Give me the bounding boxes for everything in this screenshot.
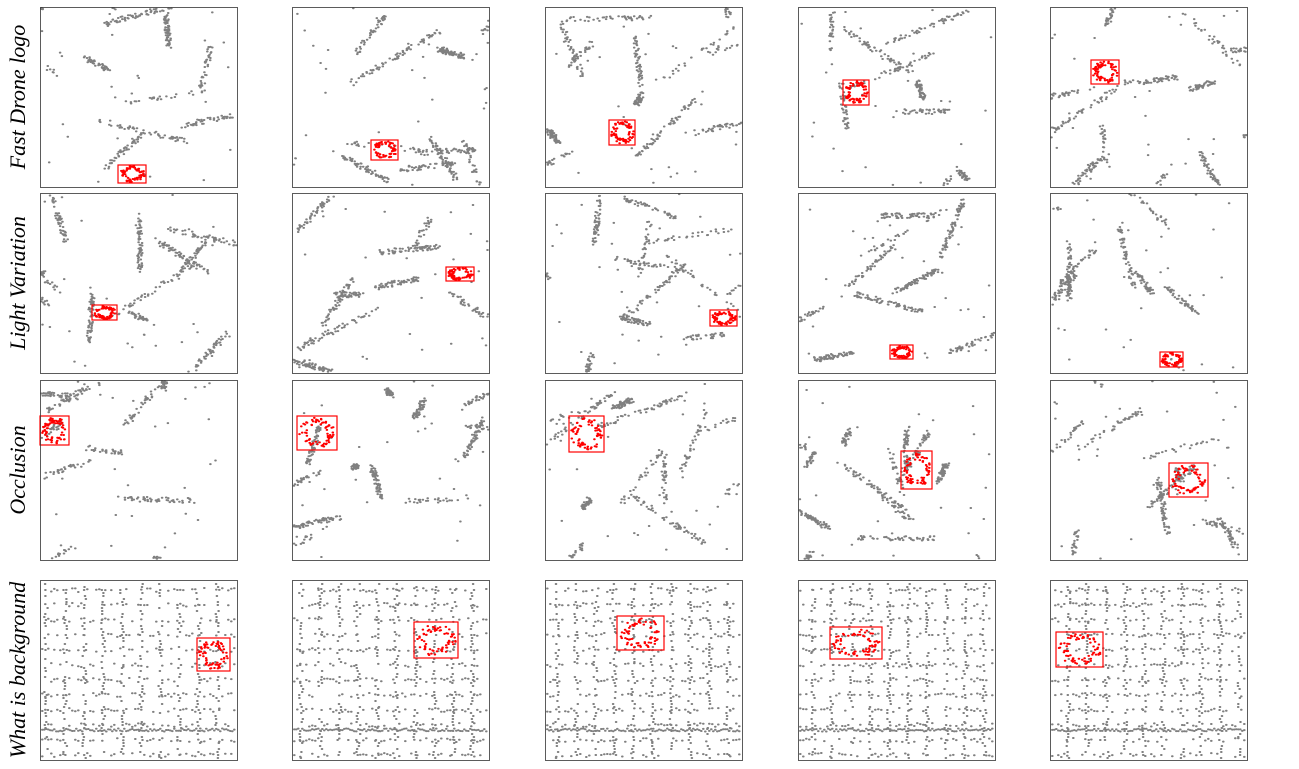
target-events [571, 418, 602, 449]
event-points [294, 382, 489, 558]
event-frame [799, 194, 996, 374]
event-points [547, 8, 742, 183]
event-frame [1051, 381, 1248, 561]
frame-border [41, 8, 238, 188]
event-points [41, 381, 216, 559]
target-events [713, 312, 736, 325]
event-points [546, 194, 741, 372]
event-points [294, 584, 487, 758]
event-frame [293, 381, 490, 561]
row-label: Fast Drone logo [5, 25, 30, 171]
page: {"row_labels": ["Fast Drone logo", "Ligh… [0, 0, 1299, 764]
target-events [449, 268, 474, 280]
event-points [293, 197, 488, 372]
target-events [121, 166, 145, 182]
target-events [374, 142, 396, 158]
frame-border [1051, 194, 1248, 374]
event-frame [546, 381, 743, 561]
event-frame [546, 8, 743, 188]
event-points [800, 200, 994, 362]
row-label: What is background [5, 581, 30, 758]
row-label: Occlusion [5, 425, 30, 514]
event-points [800, 584, 993, 758]
event-points [1051, 381, 1243, 558]
target-events [95, 306, 115, 319]
frame-border [546, 381, 743, 561]
event-frame [799, 581, 996, 761]
event-points [799, 387, 989, 559]
row-label: Light Variation [5, 216, 30, 351]
frame-border [293, 381, 490, 561]
event-frame [1051, 8, 1248, 188]
target-events [1093, 62, 1117, 83]
event-points [41, 195, 237, 372]
event-points [547, 584, 740, 758]
event-frame [41, 194, 238, 374]
target-events [611, 122, 634, 144]
frame-border [546, 194, 743, 374]
event-points [41, 8, 233, 182]
event-frame [41, 581, 238, 761]
target-events [892, 346, 913, 358]
event-frame [546, 581, 743, 761]
event-frame [1051, 581, 1248, 761]
frame-border [1051, 381, 1248, 561]
event-points [547, 384, 740, 557]
event-frame [799, 381, 996, 561]
event-frame [41, 8, 238, 188]
frame-border [1051, 8, 1248, 188]
event-frame [1051, 194, 1248, 374]
event-frame [293, 581, 490, 761]
event-frame [546, 194, 743, 374]
frame-border [799, 194, 996, 374]
event-points [1051, 9, 1246, 185]
event-frame [293, 8, 490, 188]
event-points [801, 10, 991, 185]
frame-border [799, 381, 996, 561]
figure: Fast Drone logo Light Variation Occlusion W… [0, 0, 1299, 764]
bounding-box [830, 627, 882, 659]
event-points [1052, 194, 1233, 370]
event-frame [40, 381, 238, 561]
frame-border [799, 8, 996, 188]
frame-border [546, 581, 743, 761]
event-frame [799, 8, 996, 188]
event-frame [293, 194, 490, 374]
frame-border [41, 381, 238, 561]
target-events [42, 418, 65, 443]
event-points [1052, 584, 1245, 758]
event-points [294, 8, 489, 185]
